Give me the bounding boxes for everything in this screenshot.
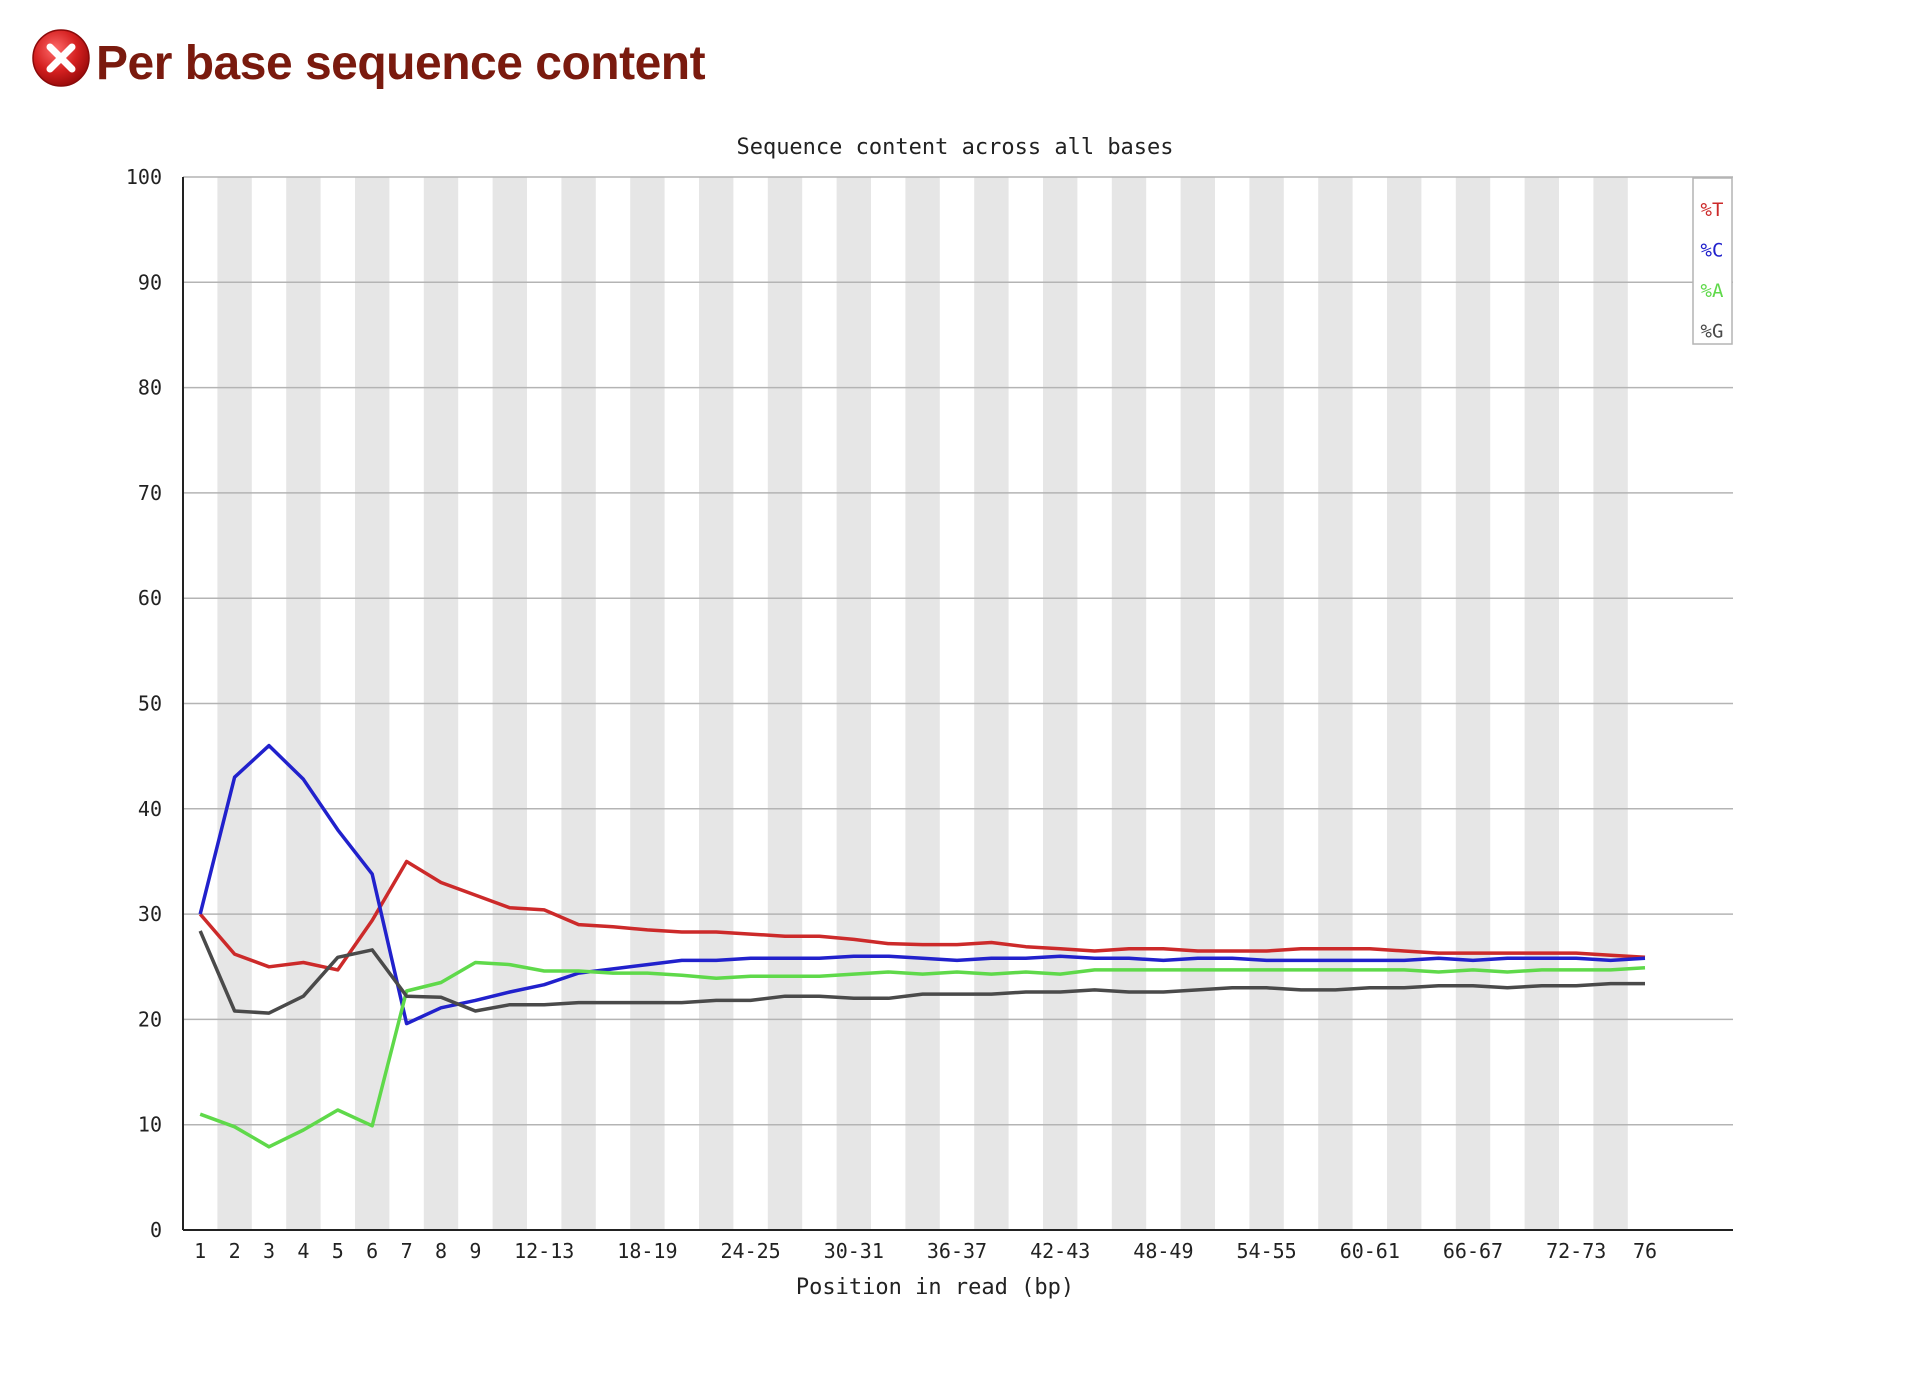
legend-entry: %A xyxy=(1701,280,1724,302)
series-line-pct-t xyxy=(198,859,1646,972)
y-tick-label: 80 xyxy=(138,376,162,400)
legend-box xyxy=(1692,177,1733,345)
x-tick-label: 12-13 xyxy=(514,1239,574,1263)
y-tick-label: 60 xyxy=(138,586,162,610)
y-tick-label: 50 xyxy=(138,692,162,716)
x-tick-label: 72-73 xyxy=(1546,1239,1606,1263)
y-tick-labels: 0 10 20 30 40 50 60 70 80 90 100 xyxy=(126,165,162,1242)
x-tick-label: 5 xyxy=(332,1239,344,1263)
x-tick-label: 9 xyxy=(469,1239,481,1263)
legend-entry: %G xyxy=(1701,321,1724,343)
y-tick-label: 70 xyxy=(138,481,162,505)
x-tick-label: 8 xyxy=(435,1239,447,1263)
y-tick-label: 0 xyxy=(150,1218,162,1242)
x-tick-label: 42-43 xyxy=(1030,1239,1090,1263)
chart-title: Sequence content across all bases xyxy=(736,135,1173,160)
x-tick-label: 2 xyxy=(229,1239,241,1263)
axes xyxy=(182,177,1733,1231)
series-line-pct-g xyxy=(198,930,1645,1015)
x-tick-label: 48-49 xyxy=(1133,1239,1193,1263)
x-tick-label: 7 xyxy=(401,1239,413,1263)
series-line-pct-c xyxy=(198,743,1646,1026)
gridlines xyxy=(183,176,1733,1126)
x-tick-label: 66-67 xyxy=(1443,1239,1503,1263)
x-tick-label: 1 xyxy=(194,1239,206,1263)
x-tick-label: 24-25 xyxy=(720,1239,780,1263)
series-line-pct-a xyxy=(199,960,1646,1149)
y-tick-label: 10 xyxy=(138,1113,162,1137)
x-tick-labels: 1 2 3 4 5 6 7 8 9 12-13 18-19 24-25 30-31 36-37 42-43 4… xyxy=(194,1239,1657,1263)
y-tick-label: 20 xyxy=(138,1007,162,1031)
error-x-icon xyxy=(32,29,90,87)
x-tick-label: 76 xyxy=(1633,1239,1657,1263)
series-lines xyxy=(198,743,1646,1149)
y-tick-label: 30 xyxy=(138,902,162,926)
y-tick-label: 40 xyxy=(138,797,162,821)
x-tick-label: 54-55 xyxy=(1236,1239,1296,1263)
x-tick-label: 60-61 xyxy=(1340,1239,1400,1263)
y-tick-label: 90 xyxy=(138,270,162,294)
x-tick-label: 4 xyxy=(297,1239,309,1263)
legend-entry: %T xyxy=(1701,199,1724,221)
legend-entry: %C xyxy=(1701,240,1724,262)
x-tick-label: 30-31 xyxy=(824,1239,884,1263)
page-title: Per base sequence content xyxy=(96,36,706,90)
legend: %T %C %A %G xyxy=(1692,177,1733,345)
x-tick-label: 3 xyxy=(263,1239,275,1263)
y-tick-label: 100 xyxy=(126,165,162,189)
x-tick-label: 6 xyxy=(366,1239,378,1263)
x-tick-label: 36-37 xyxy=(927,1239,987,1263)
x-tick-label: 18-19 xyxy=(617,1239,677,1263)
section-header: Per base sequence content xyxy=(30,18,706,98)
x-axis-label: Position in read (bp) xyxy=(796,1275,1074,1300)
